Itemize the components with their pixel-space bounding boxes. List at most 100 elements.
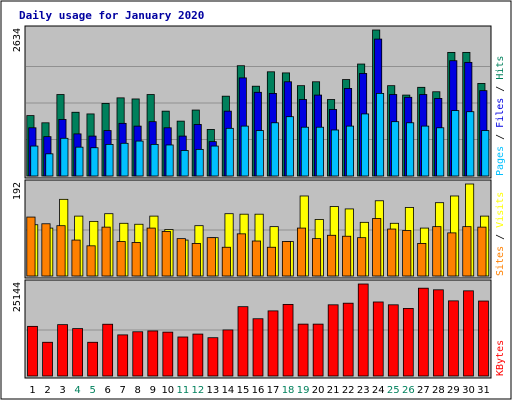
bar-sites-day-22 [342,235,352,277]
bar-kbytes-day-18-body [282,303,294,377]
bar-sites-day-2-body [41,223,51,277]
bar-sites-day-18 [281,241,292,277]
bar-sites-day-31 [477,226,487,277]
bar-pages-day-17-body [270,122,279,177]
bar-pages-day-21-body [330,129,339,177]
bar-kbytes-day-11-body [177,336,189,377]
bar-pages-day-24 [376,93,385,177]
x-tick-label-day-31: 31 [477,385,490,396]
legend-kbytes: KBytes [495,340,506,376]
bar-sites-day-5-body [86,245,96,277]
y-max-label-hits-files-pages: 2634 [12,28,23,52]
bar-sites-day-21-body [327,234,337,277]
bar-sites-day-27 [417,243,427,277]
bar-kbytes-day-7 [117,334,129,377]
bar-kbytes-day-12-body [192,333,204,377]
bar-pages-day-6-body [105,144,114,177]
bar-kbytes-day-1-body [27,325,38,377]
bar-sites-day-22-body [342,235,352,277]
bar-kbytes-day-18 [282,303,294,377]
bar-kbytes-day-12 [192,333,204,377]
x-tick-label-day-28: 28 [432,385,445,396]
x-tick-label-day-10: 10 [161,385,174,396]
bar-sites-day-3 [56,225,66,277]
x-tick-label-day-4: 4 [74,385,80,396]
bar-kbytes-day-6-body [102,323,114,377]
bar-kbytes-day-28-body [433,289,444,377]
legend-item-visits: Visits [495,192,506,228]
bar-kbytes-day-14-body [222,329,234,377]
bar-kbytes-day-26-body [402,308,414,377]
x-tick-label-day-18: 18 [282,385,295,396]
bar-pages-day-6 [105,144,114,177]
bar-sites-day-20-body [312,238,322,277]
bar-kbytes-day-27 [417,287,429,377]
bar-kbytes-day-13 [207,337,219,377]
bar-sites-day-26 [402,230,412,277]
y-max-label-kbytes: 25144 [12,282,23,312]
bar-kbytes-day-3-body [57,324,68,377]
x-tick-label-day-8: 8 [135,385,141,396]
x-tick-label-day-23: 23 [357,385,370,396]
bar-kbytes-day-26 [402,308,414,377]
bar-kbytes-day-31-body [478,300,489,377]
bar-kbytes-day-10 [162,331,174,377]
legend-item-hits: Hits [495,56,506,80]
bar-pages-day-16 [255,130,264,177]
legend-separator: / [495,128,506,146]
bar-sites-day-12 [191,243,201,277]
bar-pages-day-17 [270,122,279,177]
x-tick-label-day-30: 30 [462,385,475,396]
bar-kbytes-day-17-body [267,310,279,377]
bar-kbytes-day-19 [297,323,309,377]
bar-kbytes-day-20-body [312,323,324,377]
bar-kbytes-day-8-body [132,331,144,377]
bar-pages-day-2 [45,153,54,177]
bar-pages-day-4-body [75,146,84,177]
bar-sites-day-8-body [131,242,141,277]
bar-pages-day-30-body [466,111,475,177]
x-tick-label-day-27: 27 [417,385,430,396]
bar-pages-day-13 [210,145,219,177]
bar-pages-day-9-body [150,144,159,177]
panel-sites-visits: 192 Sites / Visits [12,179,506,279]
x-tick-label-day-22: 22 [342,385,355,396]
bar-pages-day-23 [361,113,370,177]
bar-sites-day-25 [387,228,397,277]
bar-sites-day-30 [462,226,472,277]
bar-pages-day-27-body [421,125,430,177]
bar-sites-day-10 [161,231,171,277]
bar-kbytes-day-4 [72,328,83,377]
bar-pages-day-30 [466,111,475,177]
x-axis-day-labels: 1 2 3 4 5 6 7 8 9 10 11 12 13 14 15 16 17 18 19 20 21 22 23 24 2… [29,385,490,396]
bar-pages-day-28 [436,127,445,177]
bar-sites-day-7-body [116,241,126,277]
legend-hits-files-pages: Pages / Files / Hits [495,56,506,176]
bar-sites-day-14-body [221,246,231,277]
bar-kbytes-day-30-body [463,290,474,377]
bar-pages-day-15-body [240,125,249,177]
legend-separator: / [495,80,506,98]
bar-kbytes-day-20 [312,323,324,377]
chart-panels: 2634 Pages / Files / Hits 192 Sites / Visit… [12,25,506,379]
bar-pages-day-23-body [361,113,370,177]
bar-kbytes-day-29-body [448,300,459,377]
bar-sites-day-3-body [56,225,66,277]
x-tick-label-day-5: 5 [89,385,95,396]
bar-sites-day-28-body [432,226,442,277]
bar-sites-day-16 [251,240,261,277]
bar-sites-day-31-body [477,226,487,277]
bar-pages-day-26 [406,122,415,177]
x-tick-label-day-7: 7 [120,385,126,396]
bar-pages-day-10 [165,144,174,177]
bar-kbytes-day-1 [27,325,38,377]
x-tick-label-day-29: 29 [447,385,460,396]
bar-sites-day-9 [146,227,156,277]
x-tick-label-day-11: 11 [176,385,189,396]
chart-title: Daily usage for January 2020 [19,9,204,22]
bar-pages-day-27 [421,125,430,177]
x-tick-label-day-24: 24 [372,385,385,396]
bar-sites-day-11-body [176,238,186,277]
bar-sites-day-7 [116,241,126,277]
bar-sites-day-17-body [266,246,276,277]
